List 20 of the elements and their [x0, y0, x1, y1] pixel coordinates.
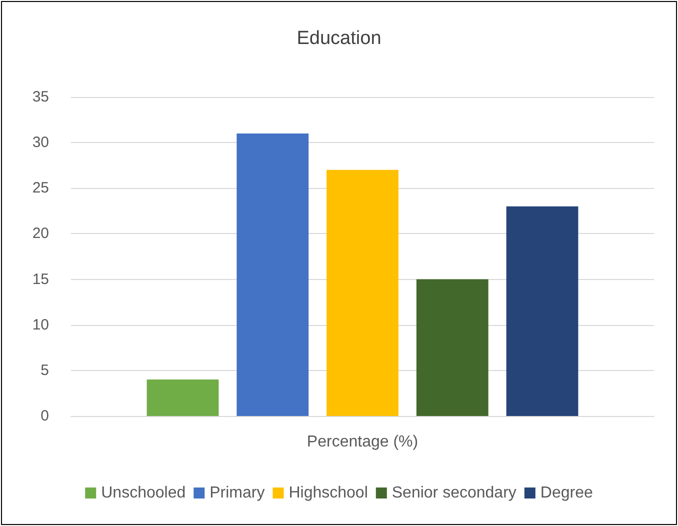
legend-label: Unschooled [101, 484, 186, 502]
x-tick-label: Percentage (%) [306, 434, 418, 450]
bar [326, 170, 398, 416]
legend-label: Primary [210, 484, 265, 502]
bar [146, 380, 219, 416]
y-tick-label: 10 [32, 316, 49, 334]
bar [236, 133, 309, 416]
bar [416, 279, 488, 416]
legend-label: Degree [540, 484, 593, 502]
y-tick-label: 0 [40, 408, 49, 424]
legend-label: Senior secondary [392, 484, 516, 502]
y-tick-label: 5 [40, 362, 49, 379]
chart-title: Education [296, 28, 382, 49]
y-tick-label: 20 [32, 225, 49, 242]
y-tick-label: 35 [32, 88, 49, 106]
bar [506, 206, 578, 416]
y-tick-label: 25 [32, 180, 49, 197]
legend-label: Highschool [288, 484, 368, 502]
y-tick-label: 15 [32, 270, 49, 288]
y-tick-label: 30 [32, 134, 49, 152]
